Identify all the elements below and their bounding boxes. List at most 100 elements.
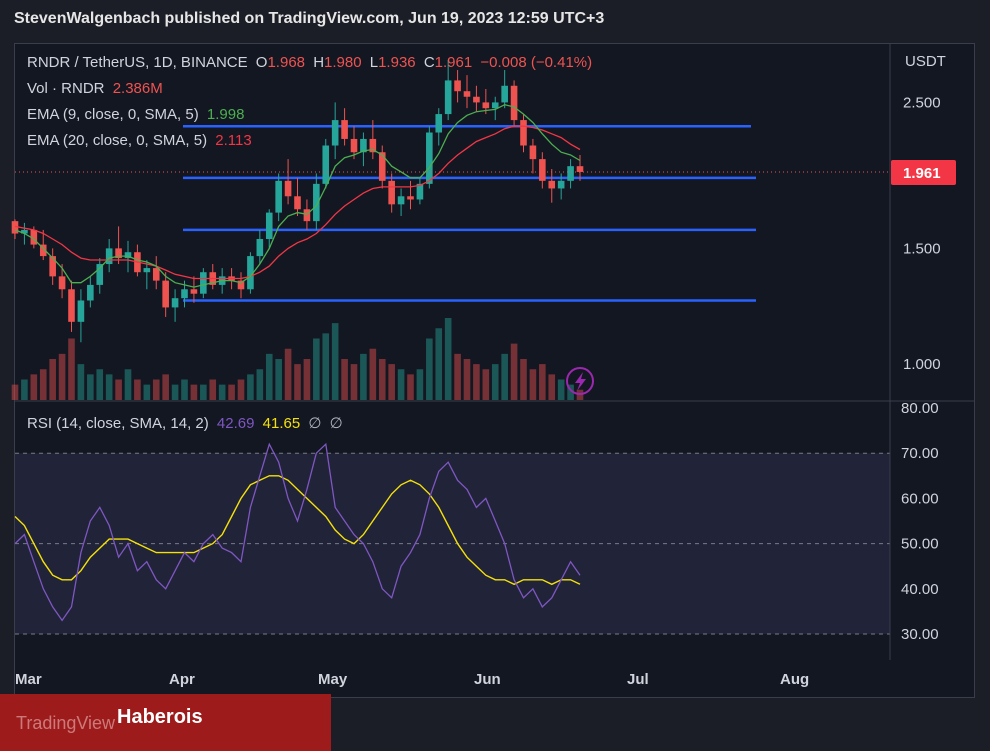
candle-body xyxy=(350,138,358,153)
candle-body xyxy=(576,166,584,172)
volume-bar xyxy=(190,384,198,400)
candle-body xyxy=(322,145,330,184)
candle-body xyxy=(162,280,169,308)
volume-bar xyxy=(407,374,414,400)
candle-body xyxy=(237,280,245,290)
rsi-tick: 30.00 xyxy=(901,626,939,643)
candle-body xyxy=(341,120,348,139)
ema9-value: 1.998 xyxy=(206,106,245,123)
volume-bar xyxy=(265,353,273,400)
price-tick: 2.500 xyxy=(903,94,941,111)
candle-body xyxy=(275,180,282,213)
candle-body xyxy=(482,102,490,109)
publisher-header: StevenWalgenbach published on TradingVie… xyxy=(14,10,605,27)
volume-bar xyxy=(426,338,433,400)
candle-body xyxy=(115,248,122,259)
candle-body xyxy=(501,85,508,103)
volume-bar xyxy=(237,379,245,400)
candle-body xyxy=(30,229,38,245)
price-axis-unit: USDT xyxy=(905,53,946,70)
close-label: C xyxy=(423,54,435,71)
volume-bar xyxy=(134,379,141,400)
rsi-tick: 40.00 xyxy=(901,581,939,598)
candle-body xyxy=(444,80,452,115)
time-tick: Jul xyxy=(627,671,649,688)
volume-bars xyxy=(11,318,584,400)
volume-bar xyxy=(228,384,235,400)
volume-bar xyxy=(444,318,452,400)
lightning-icon[interactable] xyxy=(566,367,594,395)
open-label: O xyxy=(255,54,268,71)
candle-body xyxy=(454,80,461,92)
candle-body xyxy=(96,264,104,285)
ema9-label: EMA (9, close, 0, SMA, 5) xyxy=(27,106,199,123)
volume-bar xyxy=(557,379,565,400)
volume-bar xyxy=(105,374,113,400)
volume-bar xyxy=(378,359,386,400)
rsi-extra-2: ∅ xyxy=(329,415,343,432)
volume-bar xyxy=(360,353,367,400)
volume-bar xyxy=(11,384,19,400)
candle-body xyxy=(539,159,546,181)
candle-body xyxy=(397,196,405,205)
volume-bar xyxy=(548,374,556,400)
volume-bar xyxy=(115,379,122,400)
symbol-label[interactable]: RNDR / TetherUS, 1D, BINANCE xyxy=(27,54,248,71)
volume-bar xyxy=(209,379,217,400)
volume-bar xyxy=(30,374,38,400)
volume-bar xyxy=(256,369,264,400)
candle-body xyxy=(143,268,151,273)
candle-body xyxy=(190,289,198,294)
candle-body xyxy=(473,96,480,103)
volume-bar xyxy=(454,353,461,400)
rsi-tick: 70.00 xyxy=(901,445,939,462)
volume-bar xyxy=(68,338,75,400)
volume-bar xyxy=(369,348,377,400)
current-price-label: 1.961 xyxy=(903,165,941,182)
candle-body xyxy=(200,272,207,294)
volume-bar xyxy=(181,379,188,400)
candle-body xyxy=(426,132,433,184)
volume-bar xyxy=(416,369,424,400)
rsi-label: RSI (14, close, SMA, 14, 2) xyxy=(27,415,209,432)
candle-body xyxy=(388,180,395,205)
volume-bar xyxy=(96,369,104,400)
candle-body xyxy=(331,120,339,146)
candle-body xyxy=(39,244,47,257)
candle-body xyxy=(11,221,19,234)
time-tick: Aug xyxy=(780,671,809,688)
volume-bar xyxy=(39,369,47,400)
rsi-tick: 80.00 xyxy=(901,400,939,417)
volume-bar xyxy=(49,359,56,400)
candle-body xyxy=(416,183,424,200)
ema9-legend[interactable]: EMA (9, close, 0, SMA, 5) 1.998 xyxy=(27,106,248,123)
time-tick: Mar xyxy=(15,671,42,688)
candle-body xyxy=(407,196,414,200)
volume-bar xyxy=(218,384,226,400)
candle-body xyxy=(463,91,471,97)
volume-bar xyxy=(284,348,292,400)
candle-body xyxy=(152,268,160,281)
ohlc-legend[interactable]: RNDR / TetherUS, 1D, BINANCE O1.968 H1.9… xyxy=(27,54,596,71)
candle-body xyxy=(520,120,527,146)
footer-brand-bar: TradingView Haberois xyxy=(0,694,331,751)
volume-bar xyxy=(350,364,358,400)
footer-caption: Haberois xyxy=(117,706,203,728)
rsi-legend[interactable]: RSI (14, close, SMA, 14, 2) 42.69 41.65 … xyxy=(27,414,347,432)
candle-body xyxy=(294,196,301,210)
ema20-legend[interactable]: EMA (20, close, 0, SMA, 5) 2.113 xyxy=(27,132,256,149)
candle-body xyxy=(360,138,367,153)
price-tick: 1.000 xyxy=(903,356,941,373)
volume-bar xyxy=(491,364,499,400)
time-tick: Apr xyxy=(169,671,195,688)
candle-body xyxy=(435,114,443,133)
tradingview-logo: TradingView xyxy=(16,713,116,733)
volume-legend[interactable]: Vol · RNDR 2.386M xyxy=(27,80,167,97)
candle-body xyxy=(567,166,574,181)
volume-bar xyxy=(510,343,518,400)
volume-bar xyxy=(435,328,443,400)
rsi-value: 42.69 xyxy=(216,415,255,432)
price-tick: 1.500 xyxy=(903,240,941,257)
candle-body xyxy=(68,289,75,322)
